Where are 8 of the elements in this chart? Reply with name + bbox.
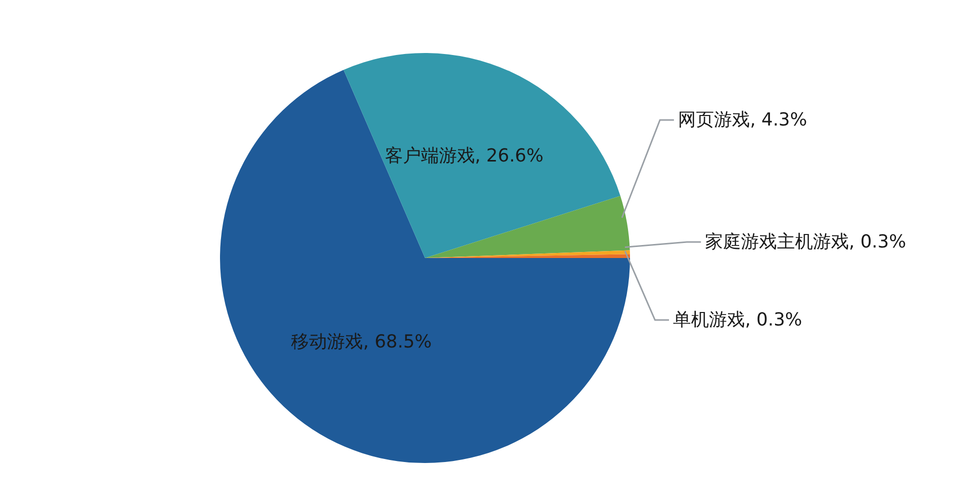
slice-label: 家庭游戏主机游戏, 0.3% [704, 232, 906, 252]
slice-label: 单机游戏, 0.3% [672, 310, 802, 330]
pie-slice [344, 53, 620, 258]
slice-label: 移动游戏, 68.5% [291, 332, 432, 353]
slice-label: 客户端游戏, 26.6% [384, 145, 544, 166]
pie-slice [220, 70, 630, 463]
pie-slice [425, 196, 630, 258]
slice-label: 网页游戏, 4.3% [678, 110, 808, 130]
